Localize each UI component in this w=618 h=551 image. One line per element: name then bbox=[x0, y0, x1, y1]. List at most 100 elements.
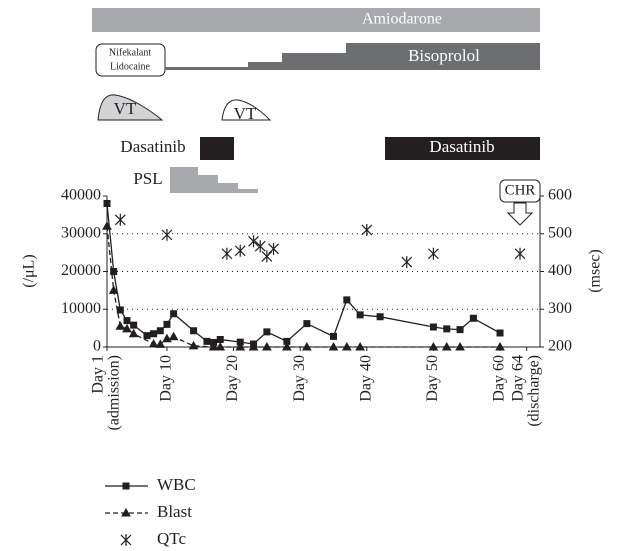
data-point bbox=[254, 240, 266, 253]
data-point bbox=[150, 330, 158, 338]
data-point bbox=[102, 221, 112, 230]
data-point bbox=[356, 311, 364, 319]
vt-hump bbox=[221, 99, 272, 121]
y2-tick-label: 300 bbox=[548, 300, 572, 317]
annotation: Dasatinib bbox=[120, 137, 185, 156]
data-point bbox=[188, 340, 199, 350]
legend-label: QTc bbox=[157, 529, 186, 548]
data-point bbox=[441, 341, 452, 351]
data-point bbox=[443, 325, 451, 333]
dasatinib-bar bbox=[200, 137, 234, 160]
annotation: PSL bbox=[133, 169, 162, 188]
y2-tick-label: 500 bbox=[548, 224, 572, 241]
data-point bbox=[376, 313, 384, 321]
data-point bbox=[427, 247, 439, 260]
amiodarone-bar bbox=[92, 8, 540, 32]
legend-marker bbox=[121, 507, 131, 517]
data-point bbox=[429, 323, 437, 331]
data-point bbox=[115, 321, 126, 330]
annotation: VT bbox=[234, 104, 257, 123]
data-point bbox=[161, 228, 173, 241]
legend-label: Blast bbox=[157, 502, 192, 521]
data-point bbox=[455, 341, 465, 351]
nifekalant-box bbox=[95, 43, 166, 77]
y-axis-label: (/μL) bbox=[21, 254, 38, 287]
data-point bbox=[514, 247, 526, 260]
data-point bbox=[496, 329, 504, 337]
legend-marker bbox=[122, 482, 130, 490]
data-point bbox=[248, 341, 259, 351]
data-point bbox=[428, 341, 439, 351]
data-point bbox=[203, 337, 211, 345]
data-point bbox=[248, 235, 259, 248]
data-point bbox=[262, 341, 272, 351]
data-point bbox=[235, 341, 246, 351]
data-point bbox=[148, 338, 159, 348]
psl-bar bbox=[170, 167, 258, 193]
data-point bbox=[469, 314, 477, 322]
data-point bbox=[156, 327, 164, 335]
y2-tick-label: 600 bbox=[548, 187, 572, 204]
y-tick-label: 10000 bbox=[61, 300, 101, 317]
legend-marker bbox=[120, 534, 132, 546]
data-point bbox=[303, 320, 311, 328]
x-tick-label: Day 64 bbox=[509, 355, 526, 402]
data-point bbox=[208, 341, 219, 351]
x-tick-label: Day 40 bbox=[357, 355, 374, 402]
data-point bbox=[216, 335, 224, 343]
data-point bbox=[495, 341, 505, 351]
data-point bbox=[114, 213, 126, 226]
data-point bbox=[190, 327, 198, 335]
bisoprolol-bar bbox=[165, 43, 540, 70]
data-point bbox=[283, 337, 291, 345]
data-point bbox=[328, 341, 339, 351]
data-point bbox=[261, 250, 273, 263]
data-point bbox=[162, 333, 172, 343]
data-point bbox=[108, 285, 119, 294]
x-tick-label: (discharge) bbox=[525, 355, 542, 427]
annotation: Amiodarone bbox=[362, 11, 442, 28]
data-point bbox=[103, 200, 111, 208]
data-point bbox=[168, 331, 179, 341]
data-point bbox=[341, 341, 352, 351]
y-tick-label: 30000 bbox=[61, 224, 101, 241]
data-point bbox=[234, 244, 246, 257]
series-line bbox=[106, 203, 501, 345]
y2-tick-label: 400 bbox=[548, 262, 572, 279]
y-tick-label: 20000 bbox=[61, 262, 101, 279]
data-point bbox=[116, 306, 124, 314]
data-point bbox=[128, 328, 139, 338]
vt-hump bbox=[97, 94, 164, 121]
data-point bbox=[343, 296, 351, 304]
y-tick-label: 0 bbox=[93, 338, 101, 355]
data-point bbox=[301, 341, 312, 351]
x-tick-label: (admission) bbox=[106, 355, 123, 431]
data-point bbox=[130, 321, 138, 329]
annotation: CHR bbox=[505, 182, 536, 198]
data-point bbox=[456, 326, 464, 334]
chr-arrow bbox=[506, 202, 534, 226]
data-point bbox=[170, 310, 178, 318]
data-point bbox=[282, 341, 292, 351]
data-point bbox=[221, 247, 233, 260]
legend-label: WBC bbox=[157, 475, 196, 494]
data-point bbox=[329, 332, 337, 340]
data-point bbox=[401, 256, 413, 269]
x-tick-label: Day 20 bbox=[224, 355, 241, 402]
x-tick-label: Day 10 bbox=[158, 355, 175, 402]
data-point bbox=[163, 320, 171, 328]
data-point bbox=[155, 339, 166, 348]
data-point bbox=[361, 223, 373, 236]
series-line bbox=[106, 226, 501, 348]
y2-tick-label: 200 bbox=[548, 338, 572, 355]
y2-axis-label: (msec) bbox=[587, 249, 604, 293]
dasatinib-bar bbox=[385, 137, 540, 160]
annotation: Nifekalant bbox=[109, 47, 151, 58]
chr-box bbox=[499, 179, 541, 203]
annotation: Bisoprolol bbox=[408, 46, 480, 65]
x-tick-label: Day 50 bbox=[424, 355, 441, 402]
y-tick-label: 40000 bbox=[61, 187, 101, 204]
x-tick-label: Day 30 bbox=[291, 355, 308, 402]
annotation: Lidocaine bbox=[110, 61, 151, 72]
